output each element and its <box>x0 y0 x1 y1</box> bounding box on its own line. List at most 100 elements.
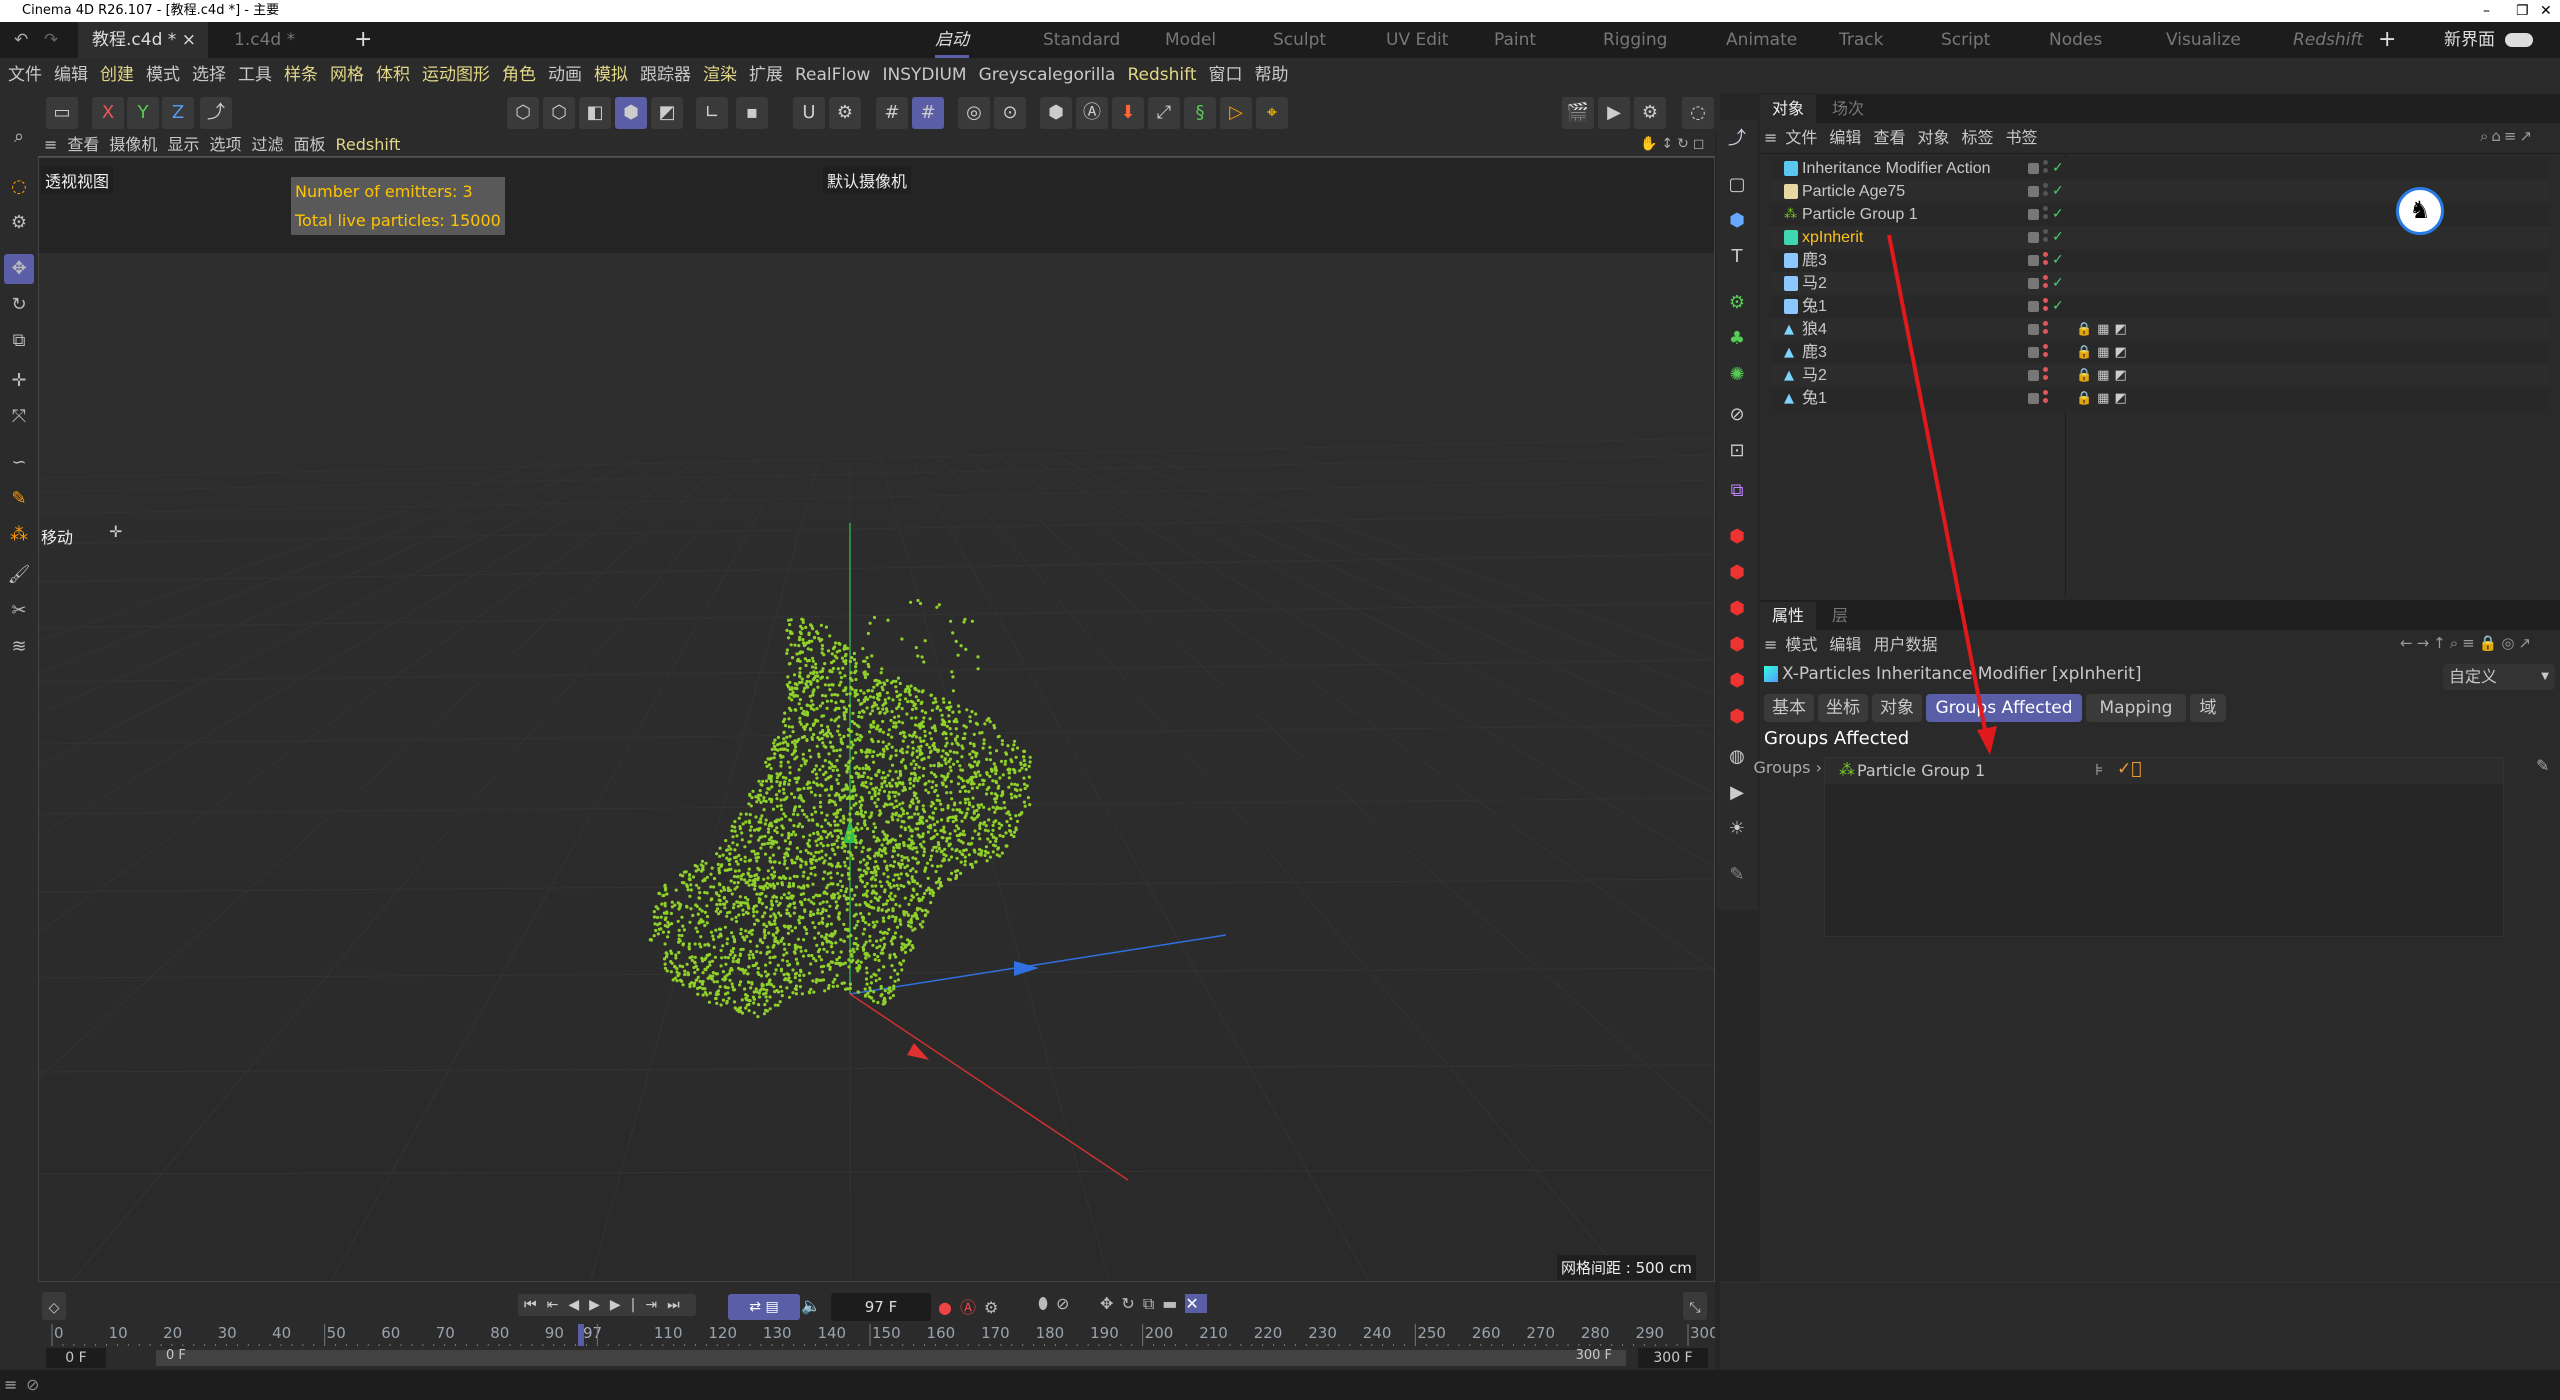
record-buttons[interactable]: ●Ⓐ⚙ <box>938 1298 1007 1317</box>
lock-y-button[interactable]: Y <box>127 97 159 129</box>
layout-tab[interactable]: Redshift <box>2293 30 2364 50</box>
panel-menu-icon[interactable]: ≡ <box>1764 128 1778 147</box>
edges-mode-icon[interactable]: ⬡ <box>543 97 575 129</box>
close-tab-icon[interactable]: × <box>181 30 196 50</box>
loop-buttons[interactable]: ⇄ ▤ <box>728 1294 800 1320</box>
polygons-mode-icon[interactable]: ◧ <box>579 97 611 129</box>
visibility-toggle[interactable] <box>2028 370 2039 381</box>
object-tags[interactable]: 🔒▦◩ <box>2076 345 2132 360</box>
video-icon[interactable]: ▶ <box>1730 782 1744 803</box>
layout-tab[interactable]: UV Edit <box>1386 30 1449 50</box>
render-dots[interactable] <box>2043 252 2048 269</box>
visibility-toggle[interactable] <box>2028 186 2039 197</box>
timeline-axis-icon[interactable]: ⤡ <box>1683 1292 1707 1320</box>
attribute-nav-icons[interactable]: ←→↑⌕≡🔒◎↗ <box>2400 634 2536 652</box>
greyscalegorilla-icon[interactable]: § <box>1184 97 1216 129</box>
layout-tab[interactable]: Model <box>1165 30 1217 50</box>
object-row[interactable]: ▲ 鹿3 🔒▦◩ <box>1770 341 2550 364</box>
groups-list[interactable]: ⁂ Particle Group 1 ⊧ ✓⃝ <box>1824 757 2504 937</box>
menu-item[interactable]: 编辑 <box>54 65 88 85</box>
snap-magnet-icon[interactable]: U <box>793 97 825 129</box>
object-row[interactable]: Inheritance Modifier Action ✓ <box>1770 157 2550 180</box>
workplane-icon[interactable]: ▪ <box>736 97 768 129</box>
xp-question-icon[interactable]: ⬢ <box>1729 670 1745 691</box>
visibility-toggle[interactable] <box>2028 232 2039 243</box>
attribute-page-tab[interactable]: 域 <box>2190 694 2226 722</box>
snap-tool-icon[interactable]: ⤧ <box>11 406 27 427</box>
points-mode-icon[interactable]: ⬡ <box>507 97 539 129</box>
spline-tool-icon[interactable]: ∽ <box>11 452 27 473</box>
layout-tab[interactable]: Standard <box>1043 30 1121 50</box>
xp-emitter-icon[interactable]: ⬢ <box>1729 562 1745 583</box>
menu-item[interactable]: 窗口 <box>1208 65 1243 85</box>
search-icon[interactable]: ⌕ <box>13 126 25 147</box>
select-settings-icon[interactable]: ⚙ <box>10 212 28 233</box>
cloner-icon[interactable]: ♣ <box>1728 328 1746 349</box>
edit-list-icon[interactable]: ✎ <box>2536 756 2550 775</box>
object-tags[interactable]: 🔒▦◩ <box>2076 368 2132 383</box>
new-ui-toggle[interactable] <box>2505 33 2533 47</box>
x-handle[interactable] <box>907 1043 929 1060</box>
menu-item[interactable]: 网格 <box>330 65 364 85</box>
grid-icon[interactable]: # <box>876 97 908 129</box>
redo-icon[interactable]: ↷ <box>44 30 59 50</box>
render-settings-icon[interactable]: 🎬 <box>1562 97 1594 129</box>
visibility-toggle[interactable] <box>2028 324 2039 335</box>
menu-item[interactable]: 帮助 <box>1254 65 1289 85</box>
text-icon[interactable]: T <box>1731 246 1743 267</box>
enabled-check-icon[interactable]: ✓ <box>2052 160 2064 176</box>
render-picture-icon[interactable]: ⚙ <box>1634 97 1666 129</box>
layout-tab[interactable]: Track <box>1839 30 1884 50</box>
lock-z-button[interactable]: Z <box>162 97 194 129</box>
target-icon[interactable]: ⌖ <box>1256 97 1288 129</box>
viewport-menu-item[interactable]: 选项 <box>209 135 242 154</box>
render-dots[interactable] <box>2043 183 2048 200</box>
layout-tab[interactable]: Script <box>1941 30 1991 50</box>
xp-cache-icon[interactable]: ⬢ <box>1729 706 1745 727</box>
menu-item[interactable]: 跟踪器 <box>640 65 691 85</box>
lock-x-button[interactable]: X <box>92 97 124 129</box>
model-mode-icon[interactable]: ⬢ <box>615 97 647 129</box>
edit-icon[interactable]: ✎ <box>1729 864 1745 885</box>
render-dots[interactable] <box>2043 275 2048 292</box>
pen-tool-icon[interactable]: ✎ <box>11 488 27 509</box>
object-row[interactable]: 马2 ✓ <box>1770 272 2550 295</box>
render-dots[interactable] <box>2043 390 2048 407</box>
menu-item[interactable]: 运动图形 <box>422 65 490 85</box>
transform-tool-icon[interactable]: ✛ <box>11 370 27 391</box>
tab-objects[interactable]: 对象 <box>1760 95 1817 123</box>
attribute-page-tab[interactable]: 坐标 <box>1818 694 1868 722</box>
globe-icon[interactable]: ◍ <box>1729 746 1745 767</box>
coordinate-system-icon[interactable]: ⤴ <box>200 97 232 129</box>
layout-tab[interactable]: Animate <box>1726 30 1798 50</box>
current-frame-field[interactable]: 97 F <box>831 1293 931 1321</box>
xparticles-emitter-icon[interactable]: ⬇ <box>1112 97 1144 129</box>
group-list-item[interactable]: ⁂ Particle Group 1 ⊧ ✓⃝ <box>1825 758 2503 784</box>
menu-item[interactable]: 模拟 <box>594 65 628 85</box>
light-icon[interactable]: ☀ <box>1728 818 1746 839</box>
panel-menu-item[interactable]: 编辑 <box>1829 128 1862 147</box>
deformer-icon[interactable]: ✺ <box>1729 364 1745 385</box>
object-row[interactable]: ▲ 狼4 🔒▦◩ <box>1770 318 2550 341</box>
enabled-check-icon[interactable]: ✓ <box>2052 229 2064 245</box>
visibility-toggle[interactable] <box>2028 163 2039 174</box>
attribute-page-tab[interactable]: Groups Affected <box>1926 694 2082 722</box>
viewport-menu-item[interactable]: 摄像机 <box>109 135 158 154</box>
tab-layers[interactable]: 层 <box>1832 606 1849 625</box>
viewport-nav-icons[interactable]: ✋↕↻◻ <box>1640 136 1709 152</box>
viewport-camera[interactable]: 默认摄像机 <box>823 166 912 194</box>
key-filter-buttons[interactable]: ✥↻⧉▬✕ <box>1100 1294 1207 1313</box>
visibility-toggle[interactable] <box>2028 347 2039 358</box>
menu-item[interactable]: 文件 <box>8 65 42 85</box>
menu-icon[interactable]: ≡ <box>4 1375 18 1394</box>
solo-icon[interactable]: ◎ <box>958 97 990 129</box>
object-manager-tools-icons[interactable]: ⌕⌂≡↗ <box>2480 127 2536 145</box>
enabled-check-icon[interactable]: ✓ <box>2052 252 2064 268</box>
viewport-menu-item[interactable]: 过滤 <box>251 135 284 154</box>
menu-item[interactable]: 体积 <box>376 65 410 85</box>
layout-tab[interactable]: Paint <box>1494 30 1537 50</box>
render-dots[interactable] <box>2043 344 2048 361</box>
object-row[interactable]: ▲ 兔1 🔒▦◩ <box>1770 387 2550 410</box>
menu-item[interactable]: Greyscalegorilla <box>978 65 1116 85</box>
paint-tool-icon[interactable]: ⁂ <box>10 524 28 545</box>
